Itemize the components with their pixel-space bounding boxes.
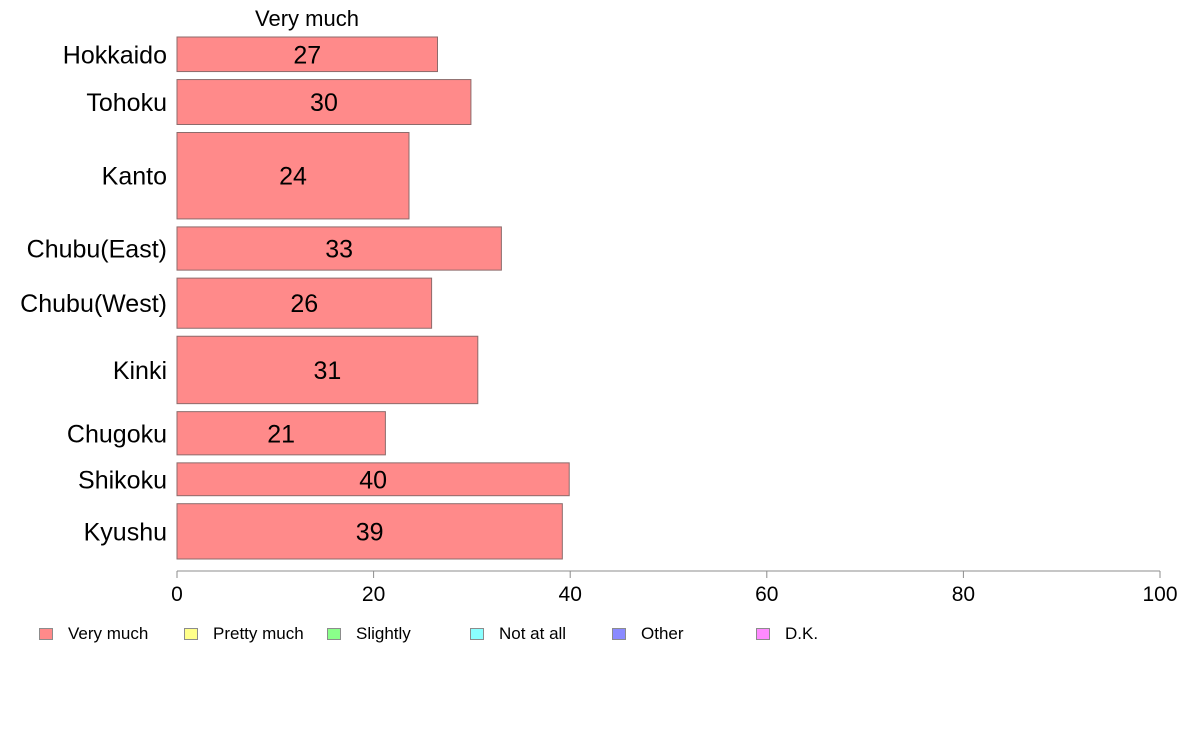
bar-shikoku <box>176 462 570 497</box>
x-tick-label: 0 <box>171 583 183 606</box>
bars-group: 27 Hokkaido 30 Tohoku 24 Kanto 33 Chubu(East) 26… <box>20 36 570 560</box>
x-tick-label: 20 <box>362 583 385 606</box>
legend-item-not-at-all: Not at all <box>470 622 566 646</box>
category-label: Chubu(West) <box>20 290 167 318</box>
bar-value-label: 24 <box>279 163 307 191</box>
bar-value-label: 26 <box>290 290 318 318</box>
bar-chugoku <box>176 411 386 456</box>
bar-value-label: 27 <box>293 41 321 69</box>
category-label: Tohoku <box>86 89 167 117</box>
legend-item-slightly: Slightly <box>327 622 411 646</box>
legend-item-very-much: Very much <box>39 622 148 646</box>
legend-label: D.K. <box>785 624 819 643</box>
legend-swatch <box>756 628 770 640</box>
category-label: Kyushu <box>84 518 167 546</box>
legend-label: Slightly <box>356 624 411 643</box>
legend-label: Very much <box>68 624 149 643</box>
bar-kyushu <box>176 503 563 560</box>
legend-label: Not at all <box>499 624 567 643</box>
category-label: Kanto <box>102 163 167 191</box>
bar-kinki <box>176 335 479 405</box>
category-label: Chubu(East) <box>27 236 167 264</box>
category-label: Shikoku <box>78 466 167 494</box>
legend-item-other: Other <box>612 622 684 646</box>
bar-value-label: 30 <box>310 89 338 117</box>
legend-swatch <box>612 628 626 640</box>
bar-value-label: 21 <box>267 420 295 448</box>
bar-chubu-east- <box>176 226 502 271</box>
bar-chubu-west- <box>176 277 433 329</box>
legend-swatch <box>327 628 341 640</box>
x-tick-label: 80 <box>952 583 975 606</box>
legend: Very much Pretty much Slightly Not at all Ot… <box>0 622 1188 646</box>
bar-hokkaido <box>176 36 438 73</box>
bar-value-label: 40 <box>359 466 387 494</box>
x-tick-label: 60 <box>755 583 778 606</box>
legend-swatch <box>184 628 198 640</box>
bar-tohoku <box>176 79 472 126</box>
category-label: Chugoku <box>67 420 167 448</box>
x-tick-label: 40 <box>559 583 582 606</box>
legend-label: Pretty much <box>213 624 304 643</box>
x-axis: 0 20 40 60 80 100 <box>171 570 1178 606</box>
bar-kanto <box>176 132 410 220</box>
legend-item-pretty-much: Pretty much <box>184 622 304 646</box>
category-label: Kinki <box>113 357 167 385</box>
legend-swatch <box>470 628 484 640</box>
legend-label: Other <box>641 624 684 643</box>
panel-label: Very much <box>255 6 359 31</box>
bar-value-label: 31 <box>313 357 341 385</box>
x-tick-label: 100 <box>1142 583 1177 606</box>
bar-value-label: 33 <box>325 236 353 264</box>
bar-value-label: 39 <box>356 518 384 546</box>
legend-item-d-k-: D.K. <box>756 622 818 646</box>
category-label: Hokkaido <box>63 41 167 69</box>
legend-swatch <box>39 628 53 640</box>
